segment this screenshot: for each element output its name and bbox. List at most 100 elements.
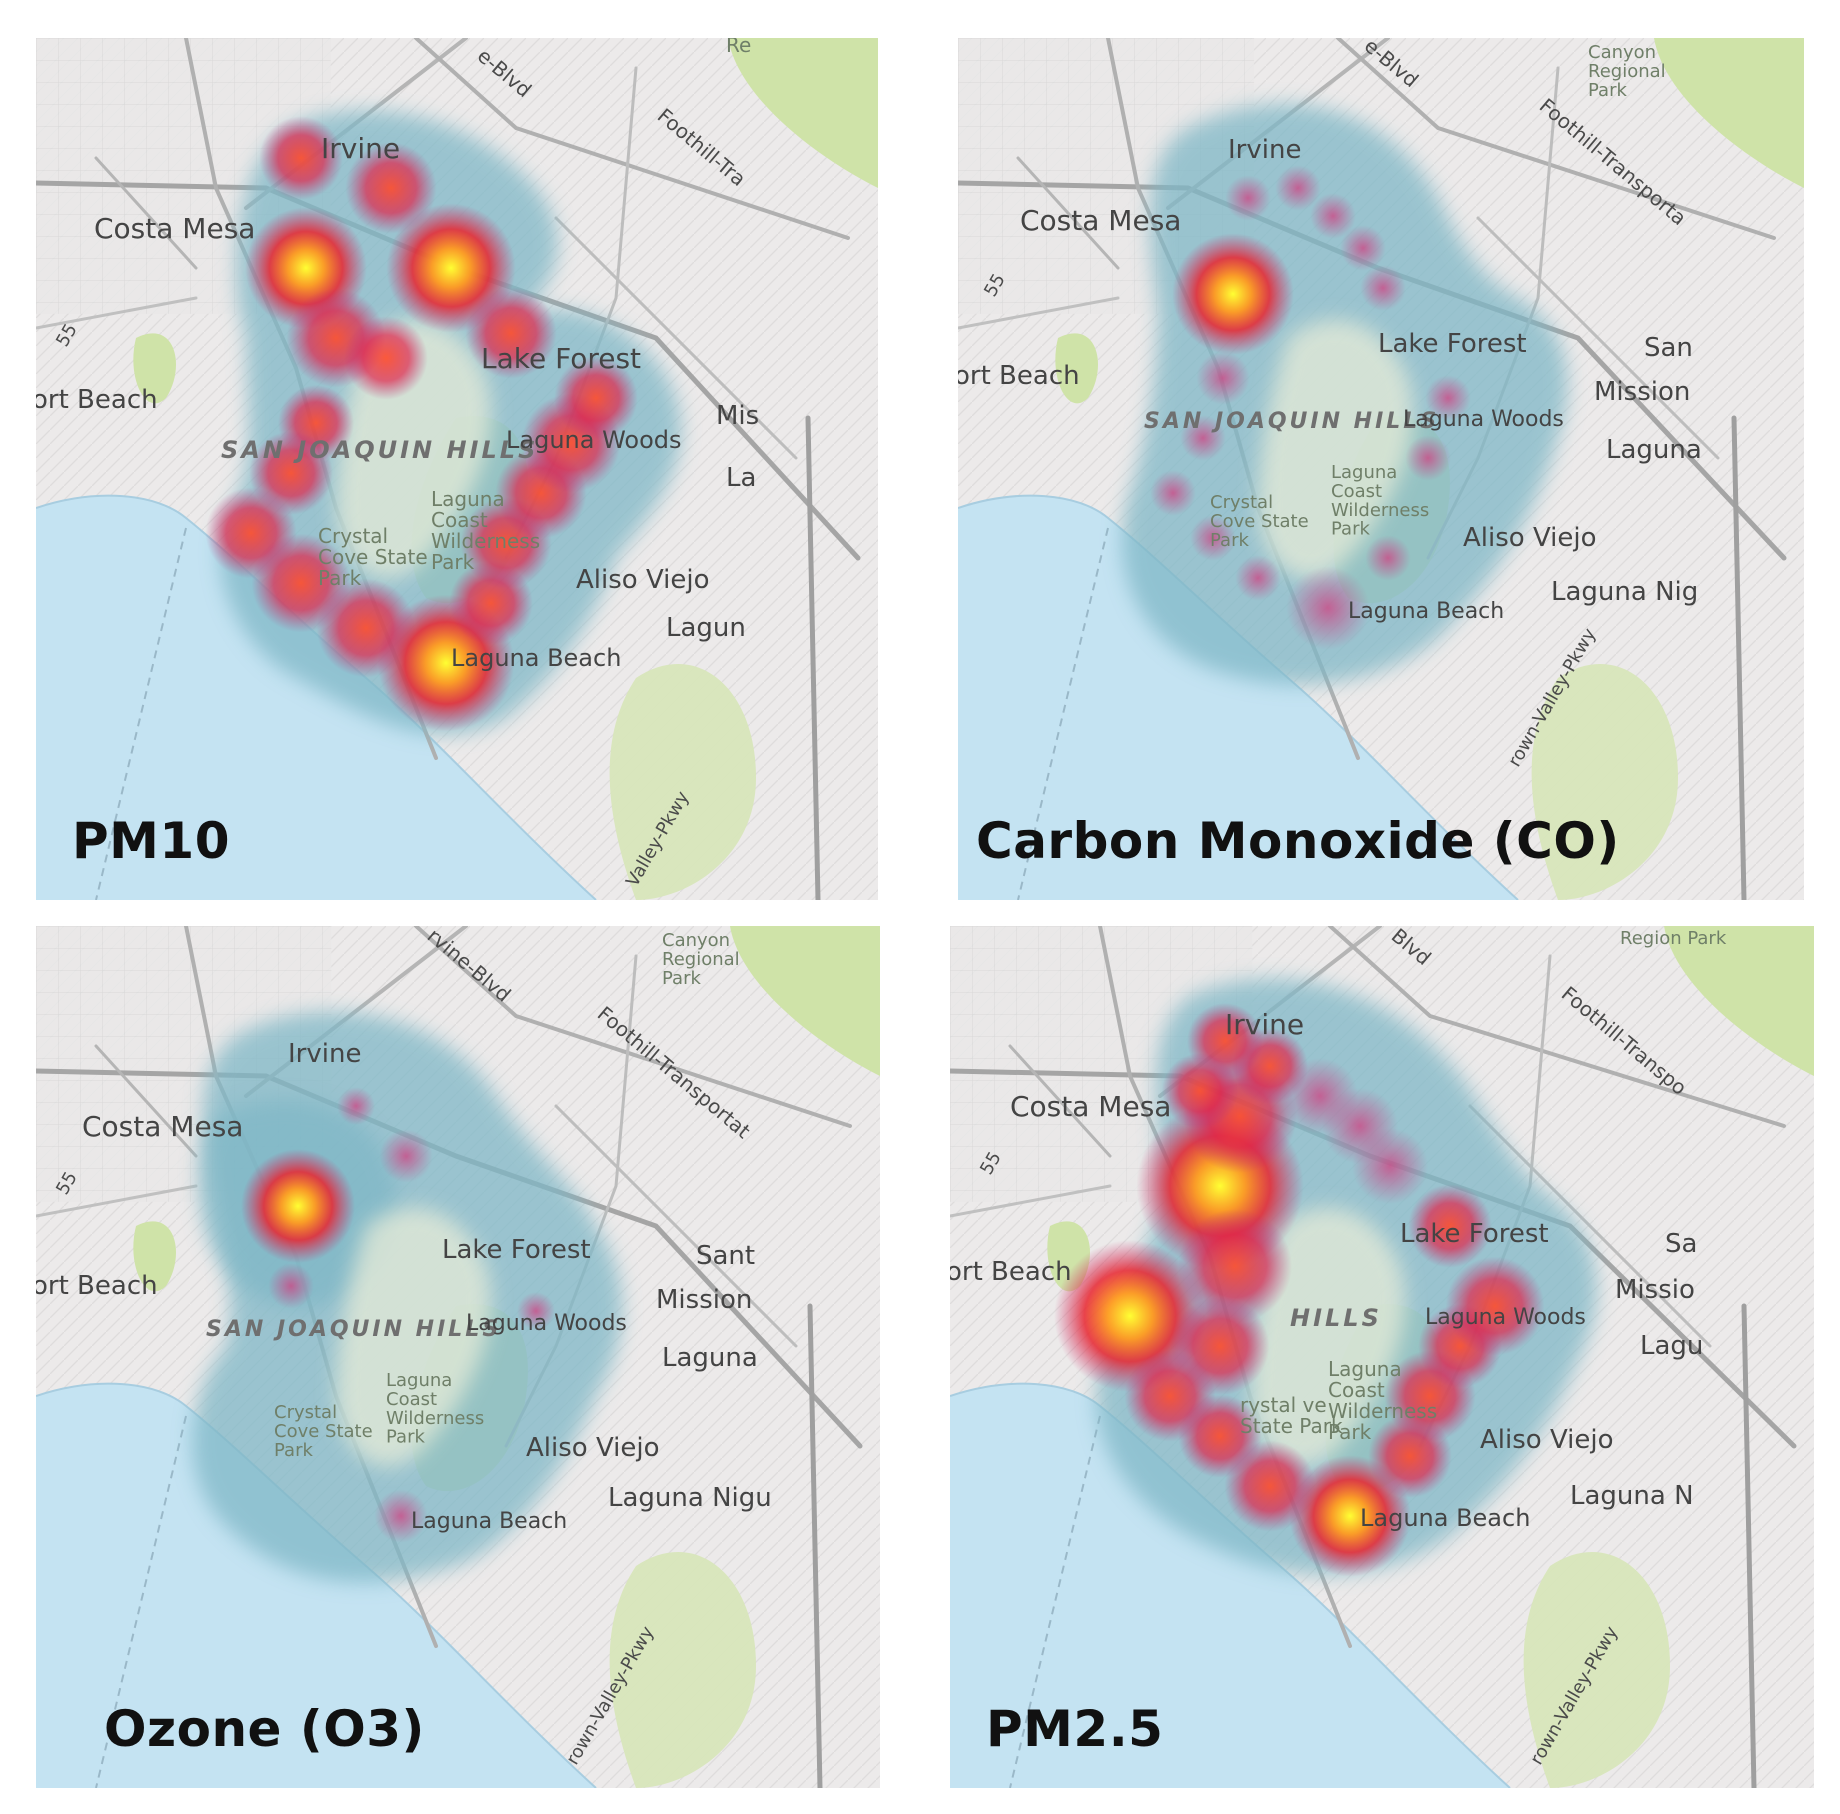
heat-spot bbox=[1289, 1455, 1411, 1577]
heat-spot bbox=[241, 1149, 355, 1263]
map-label: Irvine bbox=[321, 132, 400, 165]
map-label: Costa Mesa bbox=[94, 212, 255, 245]
heat-spot bbox=[1445, 1256, 1545, 1356]
panel-title-co: Carbon Monoxide (CO) bbox=[976, 812, 1620, 870]
map-label: Canyon Regional Park bbox=[662, 930, 740, 989]
map-label: Region Park bbox=[1620, 928, 1727, 949]
heat-spot bbox=[1310, 193, 1356, 239]
heat-spot bbox=[465, 287, 557, 379]
map-label: SAN JOAQUIN HILLS bbox=[221, 436, 538, 464]
map-label: Lagun bbox=[666, 613, 746, 643]
heat-spot bbox=[1178, 1209, 1292, 1323]
heat-spot bbox=[1172, 233, 1294, 355]
panel-title-pm25: PM2.5 bbox=[986, 1700, 1164, 1758]
heat-spot bbox=[1275, 165, 1321, 211]
map-label: Laguna Woods bbox=[506, 426, 682, 454]
map-panel-o3[interactable]: Irvine Costa Mesa Lake Forest ort Beach SAN … bbox=[36, 926, 880, 1788]
heat-spot bbox=[1408, 1184, 1492, 1268]
map-label: Mis bbox=[716, 401, 759, 431]
map-label: Laguna Woods bbox=[466, 1311, 627, 1336]
map-label: Sant bbox=[696, 1241, 755, 1271]
heat-spot bbox=[1162, 1053, 1238, 1129]
map-pm25[interactable]: Irvine Costa Mesa Lake Forest ort Beach HILL… bbox=[950, 926, 1814, 1788]
map-label: Crystal Cove State Park bbox=[1210, 492, 1309, 551]
map-label: ort Beach bbox=[36, 385, 158, 415]
map-label: ort Beach bbox=[958, 361, 1080, 391]
map-panel-pm25[interactable]: Irvine Costa Mesa Lake Forest ort Beach HILL… bbox=[950, 926, 1814, 1788]
map-label: Laguna N bbox=[1570, 1481, 1694, 1511]
map-label: Laguna Nigu bbox=[608, 1483, 772, 1513]
heat-spot bbox=[337, 1087, 375, 1125]
map-label: Laguna Beach bbox=[411, 1509, 567, 1534]
map-label: San bbox=[1644, 333, 1693, 363]
heat-spot bbox=[345, 142, 437, 234]
heat-spot bbox=[1150, 470, 1196, 516]
map-label: Irvine bbox=[1225, 1008, 1304, 1041]
map-label: Laguna Beach bbox=[1360, 1504, 1530, 1532]
map-label: Crystal Cove State Park bbox=[318, 524, 428, 590]
map-label: Laguna Woods bbox=[1425, 1305, 1586, 1330]
map-panel-co[interactable]: Irvine Costa Mesa Lake Forest ort Beach SAN … bbox=[958, 38, 1804, 900]
heat-spot bbox=[1365, 535, 1411, 581]
map-co[interactable]: Irvine Costa Mesa Lake Forest ort Beach SAN … bbox=[958, 38, 1804, 900]
map-label: Laguna bbox=[662, 1343, 758, 1373]
map-label: Costa Mesa bbox=[1010, 1090, 1171, 1123]
map-label: Irvine bbox=[288, 1039, 361, 1069]
map-o3[interactable]: Irvine Costa Mesa Lake Forest ort Beach SAN … bbox=[36, 926, 880, 1788]
panel-title-pm10: PM10 bbox=[72, 812, 230, 870]
map-label: Laguna Coast Wilderness Park bbox=[386, 1370, 484, 1448]
heat-spot bbox=[1196, 351, 1250, 405]
map-label: Lake Forest bbox=[442, 1235, 591, 1265]
heat-spot bbox=[554, 356, 638, 440]
map-label: Lake Forest bbox=[1400, 1219, 1549, 1249]
heat-spot bbox=[259, 116, 343, 200]
heat-spot bbox=[517, 1292, 555, 1330]
map-panel-pm10[interactable]: Irvine Costa Mesa Lake Forest ort Beach SAN … bbox=[36, 38, 878, 900]
map-label: Sa bbox=[1665, 1229, 1697, 1259]
heat-spot bbox=[344, 316, 428, 400]
map-label: La bbox=[726, 463, 756, 493]
map-label: Laguna Beach bbox=[1348, 599, 1504, 624]
heat-spot bbox=[1360, 265, 1406, 311]
panel-title-o3: Ozone (O3) bbox=[104, 1700, 425, 1758]
map-label: SAN JOAQUIN HILLS bbox=[1144, 409, 1439, 434]
heat-spot bbox=[268, 1263, 314, 1309]
map-label: Crystal Cove State Park bbox=[274, 1402, 373, 1461]
map-label: Costa Mesa bbox=[82, 1110, 243, 1143]
map-label: Aliso Viejo bbox=[526, 1433, 660, 1463]
map-label: Laguna Nig bbox=[1551, 577, 1698, 607]
map-label: SAN JOAQUIN HILLS bbox=[206, 1317, 501, 1342]
map-label: Laguna Woods bbox=[1403, 407, 1564, 432]
heat-spot bbox=[1225, 175, 1271, 221]
map-label: Aliso Viejo bbox=[1463, 523, 1597, 553]
map-label: Laguna bbox=[1606, 435, 1702, 465]
heat-spot bbox=[374, 1489, 428, 1543]
map-label: Lake Forest bbox=[1378, 329, 1527, 359]
map-label: Mission bbox=[656, 1285, 752, 1315]
map-label: HILLS bbox=[1290, 1304, 1382, 1332]
heat-spot bbox=[1405, 435, 1451, 481]
map-pm10[interactable]: Irvine Costa Mesa Lake Forest ort Beach SAN … bbox=[36, 38, 878, 900]
map-label: Canyon Regional Park bbox=[1588, 42, 1666, 101]
map-label: ort Beach bbox=[950, 1257, 1072, 1287]
map-label: Aliso Viejo bbox=[1480, 1425, 1614, 1455]
map-label: Irvine bbox=[1228, 135, 1301, 165]
heat-spot bbox=[1340, 225, 1386, 271]
map-label: rystal ve State Park bbox=[1240, 1393, 1343, 1438]
map-label: Lagu bbox=[1640, 1331, 1703, 1361]
heat-spot bbox=[1180, 415, 1226, 461]
map-label: Mission bbox=[1594, 377, 1690, 407]
map-label: Aliso Viejo bbox=[576, 565, 710, 595]
heat-spot bbox=[1286, 566, 1370, 650]
map-label: Laguna Beach bbox=[451, 644, 621, 672]
map-label: Laguna Coast Wilderness Park bbox=[431, 487, 540, 574]
heat-spot bbox=[1235, 555, 1281, 601]
map-label: Laguna Coast Wilderness Park bbox=[1328, 1357, 1437, 1444]
heat-spot bbox=[1425, 375, 1471, 421]
heat-spot bbox=[379, 1129, 433, 1183]
map-label: Laguna Coast Wilderness Park bbox=[1331, 462, 1429, 540]
map-label: Lake Forest bbox=[481, 342, 641, 375]
map-label: ort Beach bbox=[36, 1271, 158, 1301]
map-label: Re bbox=[726, 38, 751, 57]
map-label: Costa Mesa bbox=[1020, 204, 1181, 237]
